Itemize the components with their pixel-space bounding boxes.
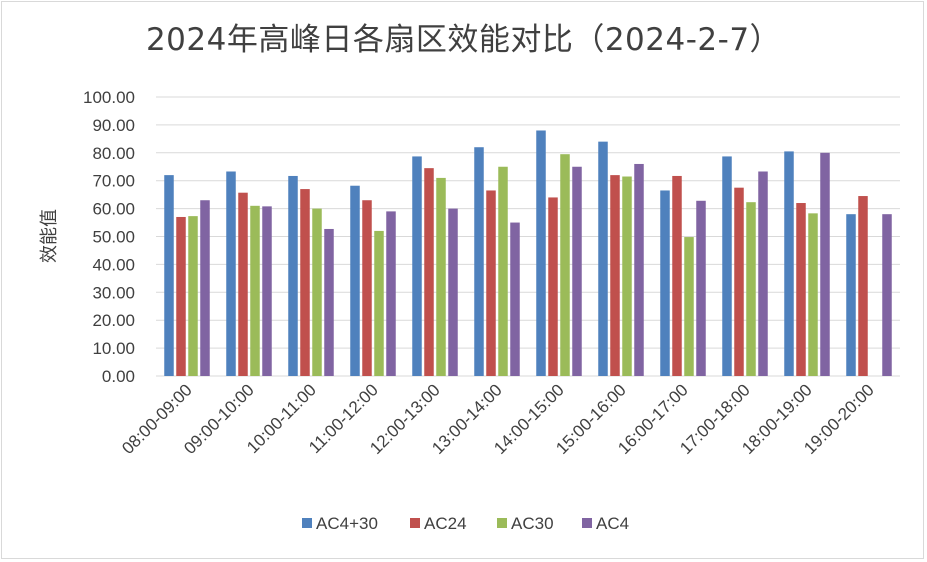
bar-ac30 — [808, 213, 818, 376]
bar-ac30 — [436, 177, 446, 376]
bar-ac24 — [610, 175, 620, 376]
y-tick-label: 60.00 — [92, 200, 135, 219]
legend-swatch — [410, 518, 420, 528]
bar-ac4 — [758, 171, 768, 376]
y-tick-label: 100.00 — [83, 88, 135, 107]
bar-ac4-30 — [164, 175, 174, 376]
bar-ac24 — [424, 168, 434, 376]
bar-ac24 — [486, 190, 496, 376]
bar-ac4-30 — [598, 141, 608, 376]
bar-ac4 — [820, 152, 830, 376]
bar-ac24 — [238, 192, 248, 376]
bars — [164, 130, 892, 376]
bar-ac4 — [572, 166, 582, 376]
legend: AC4+30 AC24 AC30 AC4 — [302, 514, 629, 533]
bar-ac4-30 — [474, 147, 484, 376]
bar-ac4-30 — [784, 151, 794, 376]
y-tick-label: 70.00 — [92, 172, 135, 191]
bar-ac4-30 — [722, 156, 732, 376]
bar-ac4-30 — [536, 130, 546, 376]
bar-ac4-30 — [288, 175, 298, 376]
bar-ac4-30 — [350, 185, 360, 376]
bar-ac24 — [672, 175, 682, 376]
bar-ac30 — [684, 237, 694, 376]
bar-ac4 — [634, 163, 644, 376]
bar-ac4-30 — [660, 190, 670, 376]
bar-ac4-30 — [846, 214, 856, 376]
bar-ac30 — [622, 176, 632, 376]
gridlines — [156, 96, 900, 377]
x-tick-labels: 08:00-09:0009:00-10:0010:00-11:0011:00-1… — [118, 380, 878, 458]
bar-ac24 — [362, 200, 372, 376]
bar-ac24 — [300, 189, 310, 376]
y-tick-label: 50.00 — [92, 228, 135, 247]
bar-ac30 — [312, 208, 322, 376]
y-axis-label: 效能值 — [39, 209, 60, 263]
bar-ac24 — [796, 203, 806, 376]
bar-ac4 — [696, 200, 706, 376]
legend-swatch — [302, 518, 312, 528]
bar-ac24 — [858, 196, 868, 376]
y-tick-label: 10.00 — [92, 339, 135, 358]
bar-ac24 — [548, 197, 558, 376]
bar-ac4 — [200, 200, 210, 376]
y-tick-label: 80.00 — [92, 144, 135, 163]
bar-ac4 — [324, 228, 334, 376]
legend-swatch — [497, 518, 507, 528]
bar-ac30 — [746, 202, 756, 376]
bar-ac30 — [250, 205, 260, 376]
legend-label: AC4+30 — [316, 514, 378, 533]
bar-ac30 — [498, 166, 508, 376]
bar-ac24 — [176, 216, 186, 376]
y-tick-label: 30.00 — [92, 283, 135, 302]
bar-ac24 — [734, 187, 744, 376]
bar-ac4-30 — [412, 156, 422, 376]
bar-ac30 — [560, 154, 570, 376]
bar-ac30 — [188, 216, 198, 376]
y-tick-labels: 0.00 10.00 20.00 30.00 40.00 50.00 60.00 70.00 8… — [83, 88, 135, 386]
bar-ac4-30 — [226, 171, 236, 376]
bar-ac4 — [882, 214, 892, 376]
legend-label: AC30 — [511, 514, 554, 533]
bar-ac4 — [448, 208, 458, 376]
bar-ac4 — [510, 222, 520, 376]
y-tick-label: 20.00 — [92, 311, 135, 330]
legend-label: AC24 — [424, 514, 467, 533]
legend-swatch — [582, 518, 592, 528]
bar-ac4 — [386, 211, 396, 376]
y-tick-label: 90.00 — [92, 116, 135, 135]
legend-label: AC4 — [596, 514, 629, 533]
y-tick-label: 0.00 — [102, 367, 135, 386]
bar-ac30 — [374, 230, 384, 376]
chart-title: 2024年高峰日各扇区效能对比（2024-2-7） — [145, 22, 782, 58]
bar-ac4 — [262, 206, 272, 376]
y-tick-label: 40.00 — [92, 255, 135, 274]
